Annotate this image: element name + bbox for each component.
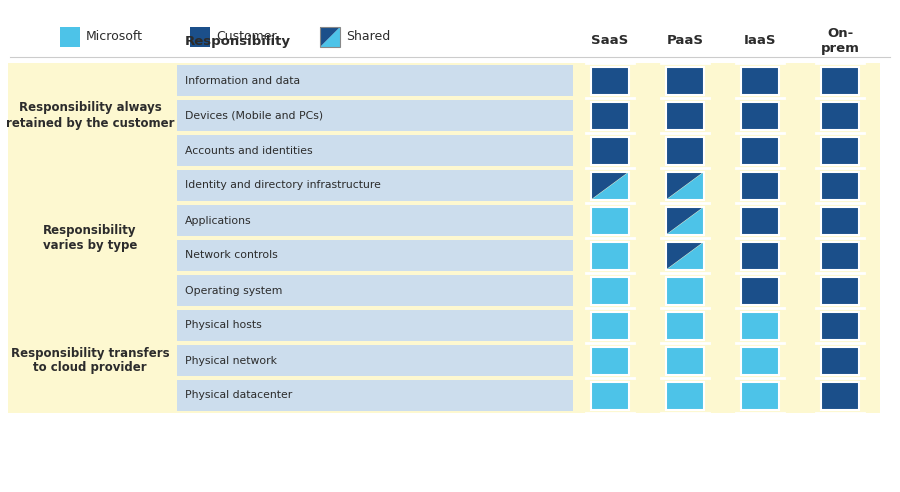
Bar — [821, 242, 859, 270]
Bar — [741, 346, 779, 374]
Text: Responsibility: Responsibility — [185, 34, 291, 48]
Bar — [177, 65, 573, 96]
Bar — [821, 381, 859, 409]
Text: Responsibility always
retained by the customer: Responsibility always retained by the cu… — [5, 101, 175, 129]
Bar — [821, 101, 859, 129]
Text: On-
prem: On- prem — [821, 27, 860, 55]
Polygon shape — [666, 172, 704, 199]
Bar — [320, 27, 340, 47]
Bar — [666, 136, 704, 164]
Bar — [741, 381, 779, 409]
Bar — [741, 66, 779, 94]
Bar — [586, 63, 634, 413]
Bar — [821, 346, 859, 374]
Bar — [666, 101, 704, 129]
Bar — [821, 277, 859, 305]
Bar — [177, 310, 573, 341]
Polygon shape — [666, 242, 704, 270]
Bar — [60, 27, 80, 47]
Bar — [666, 346, 704, 374]
Bar — [177, 100, 573, 131]
Text: Responsibility transfers
to cloud provider: Responsibility transfers to cloud provid… — [11, 346, 169, 374]
Bar — [666, 277, 704, 305]
Bar — [741, 311, 779, 339]
Bar — [741, 172, 779, 199]
Bar — [666, 242, 704, 270]
Text: Shared: Shared — [346, 31, 391, 43]
Bar — [821, 207, 859, 235]
Polygon shape — [591, 172, 629, 199]
Polygon shape — [666, 242, 704, 270]
Bar — [666, 66, 704, 94]
Text: SaaS: SaaS — [591, 34, 628, 48]
Bar — [177, 240, 573, 271]
Text: Operating system: Operating system — [185, 285, 283, 296]
Bar — [591, 381, 629, 409]
Bar — [821, 136, 859, 164]
Bar — [666, 311, 704, 339]
Bar — [741, 277, 779, 305]
Polygon shape — [666, 207, 704, 235]
Bar — [190, 27, 210, 47]
Bar — [591, 66, 629, 94]
Bar — [591, 207, 629, 235]
Bar — [821, 172, 859, 199]
Bar — [591, 311, 629, 339]
Bar — [591, 346, 629, 374]
Polygon shape — [320, 27, 340, 47]
Text: Applications: Applications — [185, 215, 252, 225]
Text: Accounts and identities: Accounts and identities — [185, 146, 312, 155]
Bar — [666, 172, 704, 199]
Bar — [8, 308, 880, 413]
Bar — [8, 63, 880, 168]
Text: PaaS: PaaS — [667, 34, 704, 48]
Text: Physical datacenter: Physical datacenter — [185, 391, 292, 400]
Text: Microsoft: Microsoft — [86, 31, 143, 43]
Bar — [591, 172, 629, 199]
Text: Information and data: Information and data — [185, 75, 300, 86]
Bar — [177, 380, 573, 411]
Text: Physical hosts: Physical hosts — [185, 320, 262, 331]
Bar — [821, 311, 859, 339]
Text: Responsibility
varies by type: Responsibility varies by type — [43, 224, 137, 252]
Text: IaaS: IaaS — [743, 34, 776, 48]
Bar — [741, 101, 779, 129]
Text: Identity and directory infrastructure: Identity and directory infrastructure — [185, 181, 381, 190]
Polygon shape — [320, 27, 340, 47]
Bar — [741, 207, 779, 235]
Bar — [661, 63, 709, 413]
Bar — [816, 63, 864, 413]
Bar — [736, 63, 784, 413]
Bar — [821, 66, 859, 94]
Bar — [591, 277, 629, 305]
Bar — [177, 135, 573, 166]
Polygon shape — [666, 172, 704, 199]
Bar — [177, 275, 573, 306]
Bar — [741, 242, 779, 270]
Bar — [591, 136, 629, 164]
Polygon shape — [591, 172, 629, 199]
Bar — [177, 205, 573, 236]
Bar — [741, 136, 779, 164]
Bar — [591, 242, 629, 270]
Bar — [177, 345, 573, 376]
Text: Network controls: Network controls — [185, 250, 278, 260]
Bar — [177, 170, 573, 201]
Bar — [591, 101, 629, 129]
Bar — [8, 168, 880, 308]
Bar — [666, 207, 704, 235]
Text: Physical network: Physical network — [185, 356, 277, 366]
Text: Devices (Mobile and PCs): Devices (Mobile and PCs) — [185, 111, 323, 121]
Text: Customer: Customer — [216, 31, 276, 43]
Bar — [666, 381, 704, 409]
Polygon shape — [666, 207, 704, 235]
